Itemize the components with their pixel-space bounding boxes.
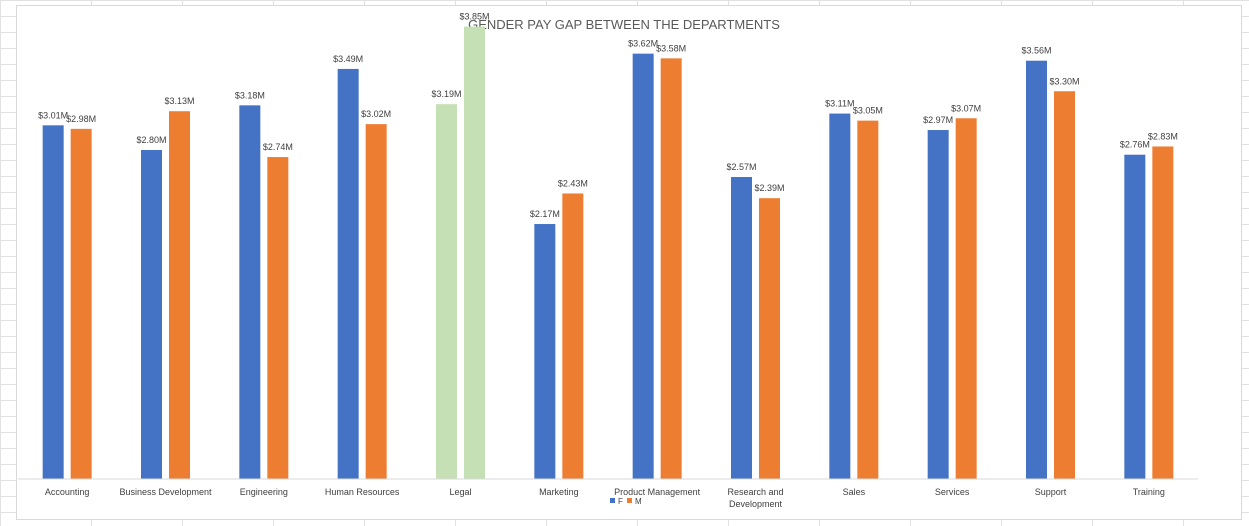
data-label-m-marketing: $2.43M bbox=[558, 178, 588, 188]
bar-m-business-development[interactable] bbox=[169, 111, 190, 479]
bar-f-accounting[interactable] bbox=[42, 125, 64, 479]
category-label-marketing: Marketing bbox=[539, 487, 579, 497]
category-label-sales: Sales bbox=[843, 487, 866, 497]
bar-f-engineering[interactable] bbox=[239, 105, 261, 479]
data-label-m-product-management: $3.58M bbox=[656, 43, 686, 53]
bar-m-training[interactable] bbox=[1152, 146, 1174, 479]
bar-m-support[interactable] bbox=[1054, 91, 1075, 479]
data-label-f-training: $2.76M bbox=[1120, 140, 1150, 150]
data-label-f-engineering: $3.18M bbox=[235, 90, 265, 100]
category-label-human-resources: Human Resources bbox=[325, 487, 400, 497]
data-label-f-marketing: $2.17M bbox=[530, 209, 560, 219]
bar-f-business-development[interactable] bbox=[141, 150, 162, 479]
bar-m-human-resources[interactable] bbox=[365, 124, 387, 480]
legend-swatch-f bbox=[610, 498, 615, 503]
data-label-m-engineering: $2.74M bbox=[263, 142, 293, 152]
data-label-f-sales: $3.11M bbox=[825, 99, 854, 109]
data-label-f-legal: $3.19M bbox=[431, 89, 461, 99]
data-label-m-training: $2.83M bbox=[1148, 131, 1178, 141]
category-label-product-management: Product Management bbox=[614, 487, 701, 497]
bar-f-support[interactable] bbox=[1026, 60, 1047, 479]
data-label-m-legal: $3.85M bbox=[459, 12, 489, 22]
legend-label-m: M bbox=[635, 497, 642, 506]
bar-m-marketing[interactable] bbox=[562, 193, 584, 479]
data-label-m-accounting: $2.98M bbox=[66, 114, 96, 124]
category-label-research-and-development-line2: Development bbox=[729, 499, 783, 509]
legend-label-f: F bbox=[618, 497, 623, 506]
bar-f-training[interactable] bbox=[1124, 154, 1146, 479]
bar-m-accounting[interactable] bbox=[70, 128, 92, 479]
category-label-engineering: Engineering bbox=[240, 487, 288, 497]
bar-m-product-management[interactable] bbox=[660, 58, 682, 479]
category-labels: Accounting Business Development Engineerin… bbox=[45, 487, 1165, 509]
data-label-f-business-development: $2.80M bbox=[136, 135, 166, 145]
category-label-research-and-development-line1: Research and bbox=[727, 487, 783, 497]
category-label-training: Training bbox=[1133, 487, 1165, 497]
data-label-m-sales: $3.05M bbox=[853, 106, 883, 116]
data-label-f-human-resources: $3.49M bbox=[333, 54, 363, 64]
data-label-f-support: $3.56M bbox=[1021, 46, 1051, 56]
category-label-support: Support bbox=[1035, 487, 1067, 497]
data-label-f-services: $2.97M bbox=[923, 115, 953, 125]
bar-f-services[interactable] bbox=[927, 130, 949, 479]
category-label-accounting: Accounting bbox=[45, 487, 90, 497]
category-label-services: Services bbox=[935, 487, 970, 497]
data-label-f-product-management: $3.62M bbox=[628, 39, 658, 49]
bar-f-research-and-development[interactable] bbox=[731, 177, 752, 479]
data-label-m-business-development: $3.13M bbox=[164, 96, 194, 106]
bar-f-sales[interactable] bbox=[829, 113, 851, 479]
bar-m-engineering[interactable] bbox=[267, 157, 289, 480]
legend-swatch-m bbox=[627, 498, 632, 503]
category-label-business-development: Business Development bbox=[119, 487, 212, 497]
bar-m-research-and-development[interactable] bbox=[759, 198, 780, 480]
data-label-m-human-resources: $3.02M bbox=[361, 109, 391, 119]
bar-f-product-management[interactable] bbox=[632, 53, 654, 480]
bar-m-sales[interactable] bbox=[857, 120, 879, 479]
bar-m-services[interactable] bbox=[955, 118, 977, 480]
bar-f-legal[interactable] bbox=[436, 104, 457, 480]
chart-title: GENDER PAY GAP BETWEEN THE DEPARTMENTS bbox=[468, 17, 780, 32]
bar-f-human-resources[interactable] bbox=[337, 68, 359, 480]
data-label-f-accounting: $3.01M bbox=[38, 110, 68, 120]
data-label-m-research-and-development: $2.39M bbox=[754, 183, 784, 193]
category-label-legal: Legal bbox=[449, 487, 471, 497]
data-label-f-research-and-development: $2.57M bbox=[726, 162, 756, 172]
data-label-m-support: $3.30M bbox=[1049, 76, 1079, 86]
bars-group: $3.01M$2.98M $2.80M $3.13M $3.18M $2.74M $3.4… bbox=[38, 12, 1178, 480]
bar-f-marketing[interactable] bbox=[534, 224, 556, 479]
data-label-m-services: $3.07M bbox=[951, 103, 981, 113]
bar-m-legal[interactable] bbox=[464, 26, 485, 479]
